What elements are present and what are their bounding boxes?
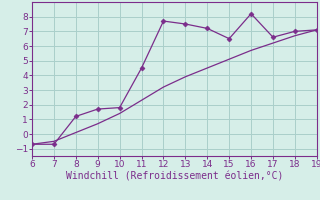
X-axis label: Windchill (Refroidissement éolien,°C): Windchill (Refroidissement éolien,°C): [66, 172, 283, 182]
